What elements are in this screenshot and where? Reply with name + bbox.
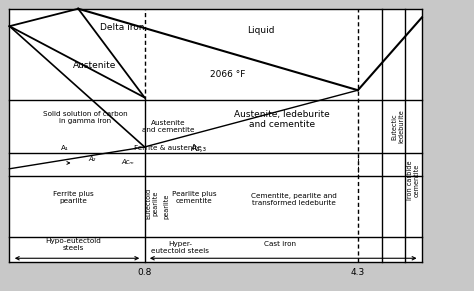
- Text: Austenite, ledeburite
and cementite: Austenite, ledeburite and cementite: [234, 110, 330, 129]
- Text: Eutectoid
pearlite: Eutectoid pearlite: [145, 188, 158, 219]
- Text: Austenite: Austenite: [73, 61, 117, 70]
- Text: Solid solution of carbon
in gamma iron: Solid solution of carbon in gamma iron: [43, 111, 128, 124]
- Text: Liquid: Liquid: [247, 26, 274, 35]
- Text: A₁: A₁: [61, 146, 69, 151]
- Text: 0.8: 0.8: [137, 268, 152, 277]
- Text: Delta iron: Delta iron: [100, 23, 144, 32]
- Text: Austenite
and cementite: Austenite and cementite: [142, 120, 194, 133]
- Text: Cementite, pearlite and
transformed ledeburite: Cementite, pearlite and transformed lede…: [251, 193, 337, 206]
- Text: pearlite: pearlite: [163, 194, 169, 219]
- Text: Pearlite plus
cementite: Pearlite plus cementite: [172, 191, 217, 204]
- Text: Ferrite & austenite: Ferrite & austenite: [135, 146, 202, 151]
- Text: 2066 °F: 2066 °F: [210, 70, 245, 79]
- Text: Cast iron: Cast iron: [264, 241, 296, 247]
- Text: Iron carbide
cementite: Iron carbide cementite: [407, 161, 420, 200]
- Text: Ferrite plus
pearlite: Ferrite plus pearlite: [53, 191, 94, 204]
- Text: A₁,₃: A₁,₃: [191, 145, 207, 153]
- Text: Hypo-eutectoid
steels: Hypo-eutectoid steels: [46, 238, 101, 251]
- Bar: [9, 9, 422, 262]
- Text: Eutectic
ledeburite: Eutectic ledeburite: [392, 110, 405, 143]
- Text: 4.3: 4.3: [351, 268, 365, 277]
- Text: Hyper-
eutectoid steels: Hyper- eutectoid steels: [151, 242, 209, 254]
- Text: Aᴄₘ: Aᴄₘ: [122, 159, 134, 164]
- Text: A₂: A₂: [89, 156, 96, 162]
